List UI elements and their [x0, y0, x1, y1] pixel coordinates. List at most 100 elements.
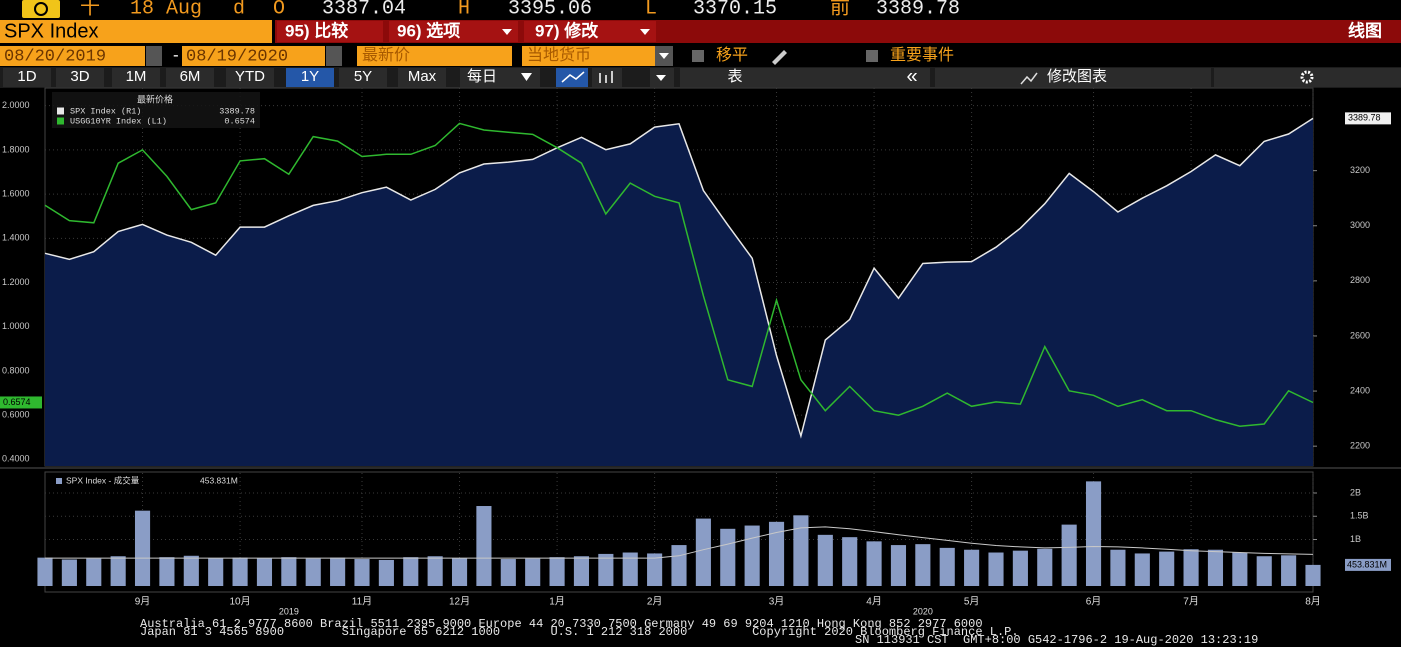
quote-label: 十 [80, 0, 100, 20]
dropdown-arrow [656, 75, 666, 81]
bar [451, 558, 468, 586]
bar [1012, 550, 1028, 586]
y-tick-label: 1.5B [1350, 511, 1369, 521]
period-button[interactable] [339, 68, 387, 87]
period-button[interactable] [166, 68, 214, 87]
period-button[interactable] [398, 68, 446, 87]
currency-select[interactable] [522, 46, 655, 66]
x-tick-label: 1月 [549, 596, 565, 608]
field-label: 最新价 [362, 46, 410, 64]
y-tick-label: 0.6000 [2, 410, 30, 420]
bar [671, 545, 687, 586]
bar [1037, 548, 1053, 586]
x-tick-label: 7月 [1183, 596, 1199, 608]
bar [647, 553, 663, 586]
bar [1183, 549, 1199, 586]
calendar-icon[interactable] [146, 46, 162, 66]
date-separator: - [173, 45, 179, 64]
quote-value: 3370.15 [693, 0, 777, 20]
bar [939, 547, 955, 586]
quote-date: 18 Aug [130, 0, 202, 20]
bar [159, 557, 175, 586]
period-label: 1D [17, 68, 36, 85]
security-field[interactable] [0, 20, 272, 43]
frequency-select[interactable] [460, 68, 540, 87]
table-button[interactable] [680, 68, 930, 87]
quote-label: d [233, 0, 245, 20]
calendar-icon[interactable] [326, 46, 342, 66]
checkbox[interactable] [866, 50, 878, 62]
bar [378, 559, 394, 586]
bar [232, 557, 248, 586]
bar [183, 555, 199, 586]
footer-line: Japan 81 3 4565 8900 Singapore 65 6212 1… [140, 625, 1019, 639]
legend-label: SPX Index (R1) [70, 106, 141, 116]
field-select[interactable] [357, 46, 512, 66]
bar [476, 506, 492, 586]
settings-button[interactable] [1214, 68, 1401, 87]
quote-value: 3389.78 [876, 0, 960, 20]
period-button[interactable] [286, 68, 334, 87]
bar [1305, 564, 1321, 586]
y-tick-label: 1.8000 [2, 144, 30, 154]
date-field[interactable] [182, 46, 325, 66]
bar [695, 518, 711, 586]
x-tick-label: 4月 [866, 596, 882, 608]
frequency-label: 每日 [467, 68, 497, 85]
period-button[interactable] [112, 68, 160, 87]
edit-chart-button[interactable] [935, 68, 1211, 87]
bar [403, 557, 419, 586]
edit-chart-label: 修改图表 [1047, 68, 1107, 85]
y-tick-label: 0.8000 [2, 365, 30, 375]
y-tick-label: 2B [1350, 487, 1361, 497]
last-value-label: 3389.78 [1348, 113, 1381, 123]
bar-icon [599, 71, 613, 83]
y-tick-label: 1.0000 [2, 321, 30, 331]
x-tick-label: 9月 [135, 596, 151, 608]
icon-glyph [34, 2, 48, 16]
option-label: 移平 [716, 46, 748, 64]
line [44, 117, 1314, 439]
x-tick-label: 3月 [769, 596, 785, 608]
bar [598, 553, 614, 586]
period-button[interactable] [3, 68, 51, 87]
period-label: 1Y [301, 68, 319, 85]
bar [768, 521, 785, 586]
menu-button[interactable] [277, 21, 383, 42]
bar [354, 559, 370, 586]
checkbox[interactable] [692, 50, 704, 62]
menu-button[interactable] [524, 21, 656, 42]
bar [1256, 556, 1272, 586]
bar [256, 558, 273, 586]
x-tick-label: 12月 [449, 596, 470, 608]
collapse-label[interactable]: « [906, 65, 917, 87]
bar [208, 558, 224, 586]
legend-swatch [57, 107, 64, 115]
y2-tick-label: 3000 [1350, 220, 1370, 230]
y2-tick-label: 2600 [1350, 330, 1370, 340]
security-icon[interactable] [22, 0, 60, 18]
menu-label: 97) 修改 [535, 20, 599, 40]
quote-label: H [458, 0, 470, 20]
option-label: 重要事件 [890, 46, 954, 64]
x-tick-label: 5月 [964, 596, 980, 608]
bar [890, 545, 907, 586]
menu-button[interactable] [389, 21, 518, 42]
period-button[interactable] [56, 68, 104, 87]
dropdown-arrow [659, 53, 669, 59]
last-value-tag [0, 396, 42, 409]
y2-tick-label: 2400 [1350, 385, 1370, 395]
bar [427, 556, 443, 586]
end-date: 08/19/2020 [186, 47, 288, 66]
currency-label: 当地货币 [527, 46, 591, 64]
period-button[interactable] [226, 68, 274, 87]
bar [86, 558, 102, 586]
date-field[interactable] [0, 46, 145, 66]
menu-label: 96) 选项 [397, 21, 460, 40]
footer-line: Australia 61 2 9777 8600 Brazil 5511 239… [140, 617, 983, 631]
pencil-icon[interactable] [772, 50, 787, 65]
y-tick-label: 1.2000 [2, 277, 30, 287]
chart-type-button[interactable] [556, 68, 588, 87]
menu-label: 95) 比较 [285, 20, 348, 40]
